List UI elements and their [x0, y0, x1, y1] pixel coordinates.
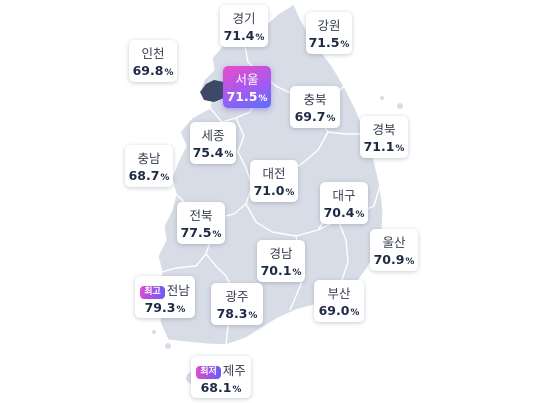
region-name: 경남: [269, 246, 293, 261]
region-card-chungnam[interactable]: 충남 68.7%: [125, 145, 173, 187]
region-rate: 69.7%: [294, 109, 336, 124]
region-rate: 69.8%: [132, 63, 174, 78]
region-rate: 78.3%: [216, 306, 258, 321]
region-rate: 71.0%: [253, 183, 295, 198]
region-rate: 71.5%: [308, 35, 350, 50]
region-name: 경기: [232, 11, 256, 26]
region-name: 서울: [235, 72, 259, 87]
region-card-gangwon[interactable]: 강원 71.5%: [306, 12, 352, 54]
small-island-shape: [165, 343, 171, 349]
highest-badge: 최고: [140, 286, 165, 299]
region-name: 광주: [225, 289, 249, 304]
region-rate: 71.5%: [226, 89, 268, 104]
region-card-busan[interactable]: 부산 69.0%: [314, 280, 364, 322]
region-rate: 70.1%: [260, 263, 302, 278]
region-name-row: 최고 전남: [135, 282, 195, 299]
region-name: 강원: [317, 18, 341, 33]
lowest-badge: 최저: [196, 366, 221, 379]
region-name: 울산: [382, 235, 406, 250]
region-rate: 70.9%: [373, 252, 415, 267]
region-name-row: 최저 제주: [191, 362, 251, 379]
region-card-chungbuk[interactable]: 충북 69.7%: [290, 86, 340, 128]
region-rate: 79.3%: [144, 300, 186, 315]
region-rate: 68.7%: [128, 168, 170, 183]
region-name: 세종: [201, 128, 225, 143]
region-card-jeonnam[interactable]: 최고 전남 79.3%: [135, 276, 195, 318]
small-island-shape: [152, 330, 156, 334]
region-rate: 68.1%: [200, 380, 242, 395]
region-card-gyeongbuk[interactable]: 경북 71.1%: [360, 116, 408, 158]
region-card-seoul[interactable]: 서울 71.5%: [223, 66, 271, 108]
region-name: 제주: [222, 363, 246, 378]
region-card-sejong[interactable]: 세종 75.4%: [190, 122, 236, 164]
region-card-daejeon[interactable]: 대전 71.0%: [250, 160, 298, 202]
region-rate: 70.4%: [323, 205, 365, 220]
region-name: 경북: [372, 122, 396, 137]
region-card-jeju[interactable]: 최저 제주 68.1%: [191, 356, 251, 398]
seoul-shape: [200, 80, 228, 102]
region-rate: 69.0%: [318, 303, 360, 318]
region-card-gyeonggi[interactable]: 경기 71.4%: [220, 5, 268, 47]
region-name: 전북: [189, 208, 213, 223]
region-card-daegu[interactable]: 대구 70.4%: [320, 182, 368, 224]
region-name: 대전: [262, 166, 286, 181]
region-name: 부산: [327, 286, 351, 301]
region-card-incheon[interactable]: 인천 69.8%: [129, 40, 177, 82]
region-rate: 77.5%: [180, 225, 222, 240]
region-name: 충북: [303, 92, 327, 107]
ulleungdo-island-shape: [397, 103, 403, 109]
region-card-ulsan[interactable]: 울산 70.9%: [370, 229, 418, 271]
region-card-gyeongnam[interactable]: 경남 70.1%: [257, 240, 305, 282]
region-name: 전남: [166, 283, 190, 298]
region-name: 대구: [332, 188, 356, 203]
region-name: 인천: [141, 46, 165, 61]
region-name: 충남: [137, 151, 161, 166]
region-card-gwangju[interactable]: 광주 78.3%: [211, 283, 263, 325]
region-rate: 71.4%: [223, 28, 265, 43]
dokdo-island-shape: [380, 96, 384, 100]
region-rate: 71.1%: [363, 139, 405, 154]
region-card-jeonbuk[interactable]: 전북 77.5%: [177, 202, 225, 244]
region-rate: 75.4%: [192, 145, 234, 160]
